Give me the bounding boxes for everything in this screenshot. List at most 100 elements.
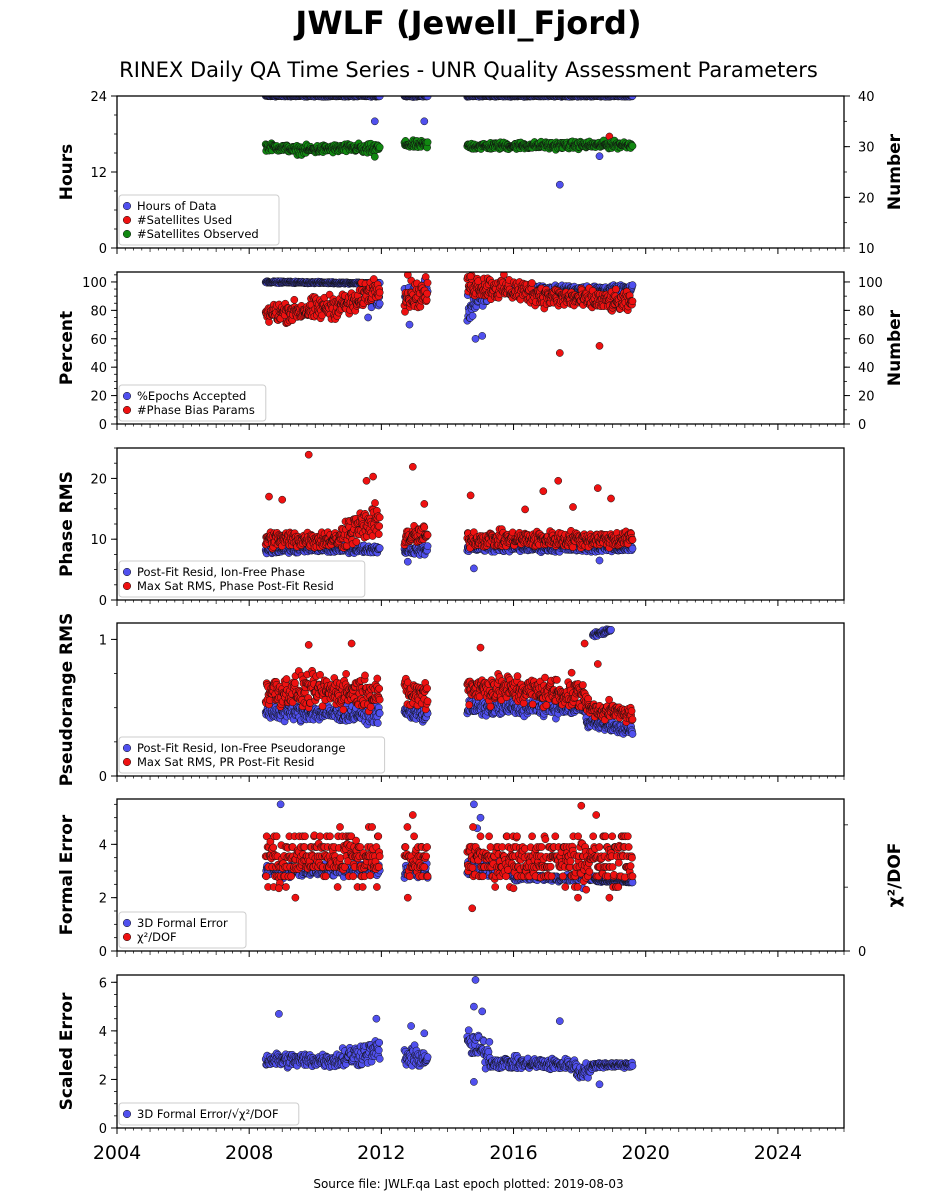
legend: Hours of Data#Satellites Used#Satellites… [118, 194, 280, 246]
data-point [405, 320, 414, 329]
legend-label: Post-Fit Resid, Ion-Free Phase [137, 565, 305, 579]
legend-label: %Epochs Accepted [137, 389, 246, 403]
y-tick-label: 100 [82, 276, 107, 291]
y-right-tick-label: 80 [858, 304, 875, 319]
y-right-tick-label: 20 [858, 390, 875, 405]
data-point [408, 462, 417, 471]
data-point [468, 312, 477, 320]
y-tick-label: 40 [90, 361, 107, 376]
data-point [278, 495, 287, 504]
data-point [370, 152, 379, 161]
y-tick-label: 24 [90, 90, 107, 105]
data-point [521, 505, 529, 514]
series-max-sat-rms-phase-post-fit-resid [261, 450, 637, 553]
y-right-tick-label: 40 [858, 90, 875, 105]
y-tick-label: 20 [90, 472, 107, 487]
data-point [422, 296, 431, 304]
data-point [423, 278, 432, 287]
y-tick-label: 20 [90, 390, 107, 405]
legend-marker [122, 391, 132, 401]
legend: %Epochs Accepted#Phase Bias Params [118, 384, 267, 422]
legend-box [118, 194, 280, 246]
y-right-tick-label: 0 [858, 418, 866, 433]
data-point [593, 484, 602, 492]
data-point [375, 143, 384, 152]
data-point [401, 307, 409, 316]
data-point [466, 491, 475, 500]
data-point [420, 523, 429, 532]
legend-marker [122, 215, 132, 225]
legend-box [118, 560, 366, 598]
legend-marker [122, 201, 132, 211]
legend-marker [122, 229, 132, 239]
data-point [423, 531, 432, 539]
data-point [403, 272, 412, 279]
y-axis-right-label: Number [885, 309, 905, 386]
data-point [478, 332, 487, 340]
legend-label: Hours of Data [137, 199, 217, 213]
data-point [628, 544, 637, 553]
y-right-tick-label: 10 [858, 242, 875, 257]
data-point [466, 272, 475, 281]
series--satellites-observed [261, 136, 637, 161]
y-right-tick-label: 100 [858, 276, 883, 291]
data-point [375, 299, 384, 308]
legend-label: #Phase Bias Params [137, 403, 255, 417]
legend-label: #Satellites Used [137, 213, 232, 227]
data-point [470, 564, 478, 573]
y-tick-label: 0 [99, 242, 107, 257]
y-tick-label: 10 [90, 533, 107, 548]
data-point [420, 500, 429, 508]
data-point [569, 503, 577, 511]
series--phase-bias-params [261, 272, 637, 357]
legend-label: #Satellites Observed [137, 227, 259, 241]
y-axis-right-label: Number [885, 133, 905, 210]
data-point [369, 472, 377, 481]
data-point [595, 152, 604, 161]
y-tick-label: 60 [90, 333, 107, 348]
data-point [265, 492, 273, 501]
data-point [364, 313, 372, 322]
data-point [555, 349, 564, 357]
data-point [612, 285, 620, 294]
data-point [528, 279, 536, 287]
legend-marker [122, 567, 132, 577]
chart-subtitle: RINEX Daily QA Time Series - UNR Quality… [119, 58, 818, 82]
data-point [362, 476, 371, 485]
series-points [261, 96, 637, 189]
data-point [304, 450, 313, 459]
y-tick-label: 12 [90, 166, 107, 181]
data-point [554, 476, 563, 485]
data-point [420, 117, 429, 126]
data-point [628, 535, 637, 544]
data-point [539, 487, 548, 496]
series-hours-of-data [261, 96, 637, 189]
y-right-tick-label: 30 [858, 141, 875, 156]
data-point [403, 557, 412, 566]
data-point [595, 342, 604, 350]
y-right-tick-label: 60 [858, 333, 875, 348]
y-tick-label: 0 [99, 418, 107, 433]
y-tick-label: 0 [99, 594, 107, 609]
data-point [628, 142, 637, 150]
data-point [374, 530, 383, 539]
data-point [423, 289, 431, 298]
data-point [555, 180, 564, 189]
data-point [373, 719, 382, 727]
y-right-tick-label: 40 [858, 361, 875, 376]
data-point [423, 138, 432, 147]
legend-box [118, 384, 267, 422]
data-point [607, 494, 615, 503]
data-point [628, 730, 637, 738]
data-point [471, 334, 480, 343]
data-point [595, 556, 604, 565]
data-point [500, 272, 508, 279]
legend-marker [122, 581, 132, 591]
panel-3: 0 10 20 Phase RMS Post-Fit Resid, Ion-Free P… [57, 447, 845, 609]
y-axis-label: Phase RMS [57, 471, 77, 577]
